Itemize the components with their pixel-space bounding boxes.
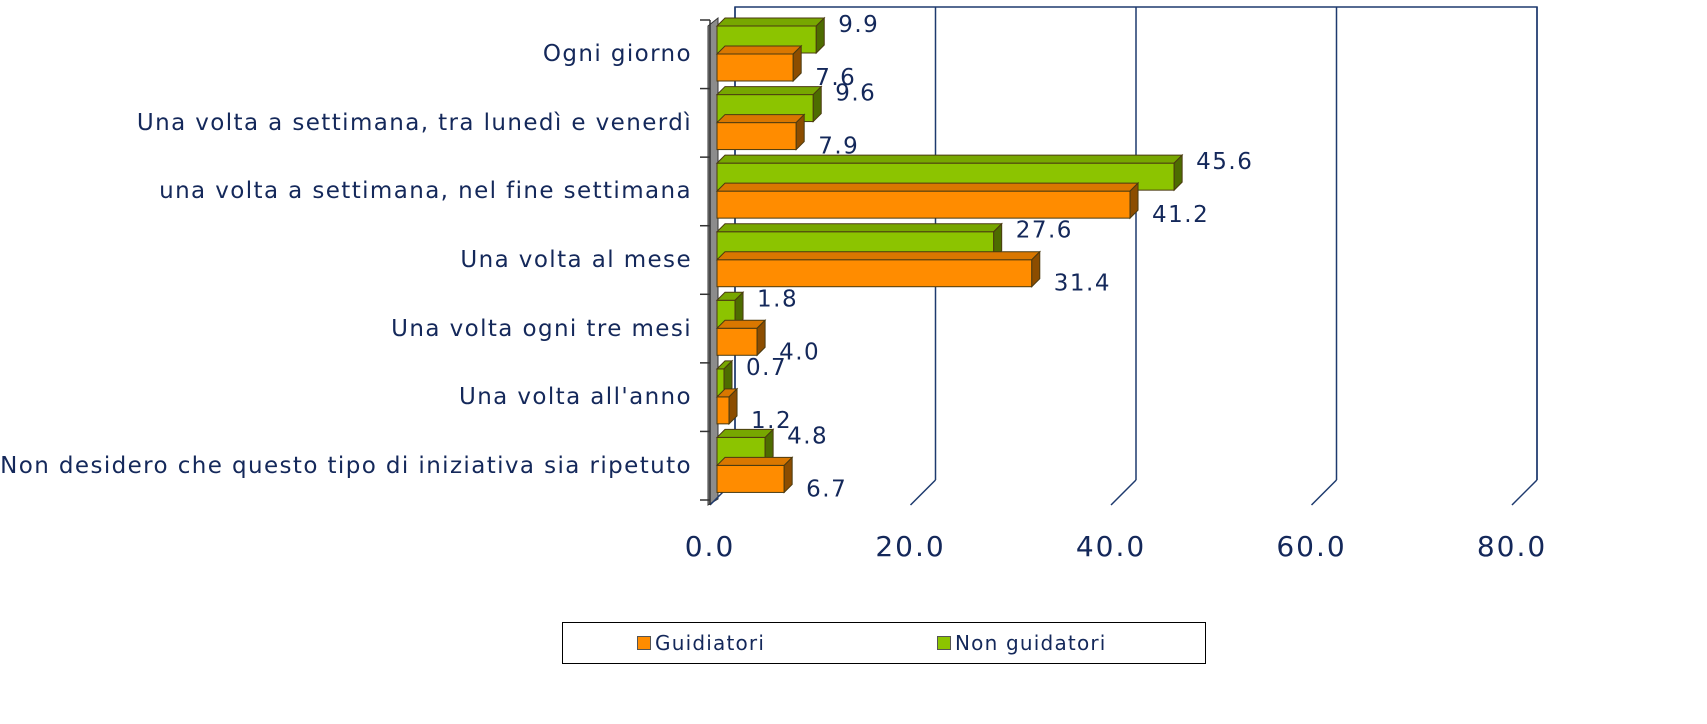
bar-top [715, 45, 803, 55]
bar [716, 327, 758, 356]
bar-top [715, 86, 823, 96]
value-label: 4.0 [779, 339, 820, 365]
bar-top [715, 182, 1140, 192]
category-text: una volta a settimana, nel fine settiman… [159, 178, 692, 205]
category-label: una volta a settimana, nel fine settiman… [0, 157, 692, 226]
bar-top [715, 428, 775, 438]
bar-side [734, 291, 744, 329]
value-label: 0.7 [746, 355, 787, 381]
category-text: Una volta a settimana, tra lunedì e vene… [136, 109, 692, 136]
bar-side [1173, 153, 1183, 192]
category-label: Una volta ogni tre mesi [0, 294, 692, 363]
bar-side [756, 319, 766, 357]
value-label: 27.6 [1016, 218, 1073, 244]
bar [716, 190, 1131, 219]
category-text: Una volta ogni tre mesi [391, 315, 692, 342]
legend-swatch [637, 636, 651, 650]
floor-line [909, 479, 937, 506]
category-label: Ogni giorno [0, 20, 692, 89]
bar-side [792, 44, 802, 83]
bar-side [764, 428, 774, 466]
value-label: 1.8 [757, 286, 798, 312]
bar-side [815, 16, 825, 55]
legend-item: Non guidatori [937, 631, 1107, 655]
value-label: 6.7 [806, 476, 847, 502]
bar-side [795, 113, 805, 151]
value-label: 9.9 [838, 12, 879, 38]
x-tick-label: 60.0 [1276, 530, 1346, 563]
value-label: 9.6 [835, 81, 876, 107]
bar-side [1129, 181, 1139, 220]
value-label: 45.6 [1196, 149, 1253, 175]
category-text: Una volta all'anno [458, 384, 692, 411]
bar-side [728, 387, 738, 426]
bar-side [723, 359, 733, 398]
bar [716, 259, 1033, 288]
bar-side [993, 222, 1003, 260]
legend-text: Non guidatori [955, 631, 1107, 655]
value-label: 4.8 [787, 423, 828, 449]
category-text: Ogni giorno [542, 41, 692, 68]
legend-item: Guidiatori [637, 631, 765, 655]
bar [716, 122, 797, 151]
category-text: Una volta al mese [460, 246, 692, 273]
category-label: Una volta a settimana, tra lunedì e vene… [0, 89, 692, 158]
x-tick-label: 80.0 [1477, 530, 1547, 563]
bar [716, 396, 730, 425]
bar [716, 464, 785, 493]
bar-top [715, 114, 806, 124]
category-text: Non desidero che questo tipo di iniziati… [0, 452, 692, 479]
floor-line [1310, 479, 1338, 506]
bar-top [715, 223, 1003, 233]
floor-line [1110, 479, 1137, 506]
x-tick-label: 20.0 [875, 530, 945, 563]
bar-top [715, 251, 1041, 261]
floor-line [1511, 479, 1538, 506]
x-tick-label: 40.0 [1076, 530, 1146, 563]
value-label: 41.2 [1152, 202, 1209, 228]
category-label: Non desidero che questo tipo di iniziati… [0, 431, 692, 500]
legend-text: Guidiatori [655, 631, 766, 655]
value-label: 31.4 [1054, 271, 1111, 297]
legend-swatch [937, 636, 951, 650]
bar-top [715, 456, 794, 466]
x-tick-label: 0.0 [685, 530, 736, 563]
bar-side [812, 85, 822, 123]
bar-side [1031, 250, 1041, 288]
legend: Guidiatori Non guidatori [562, 622, 1206, 664]
bar [716, 53, 794, 82]
bar-top [715, 154, 1184, 164]
category-label: Una volta al mese [0, 226, 692, 295]
bar-side [783, 456, 793, 494]
category-label: Una volta all'anno [0, 363, 692, 432]
bar-top [715, 17, 826, 27]
